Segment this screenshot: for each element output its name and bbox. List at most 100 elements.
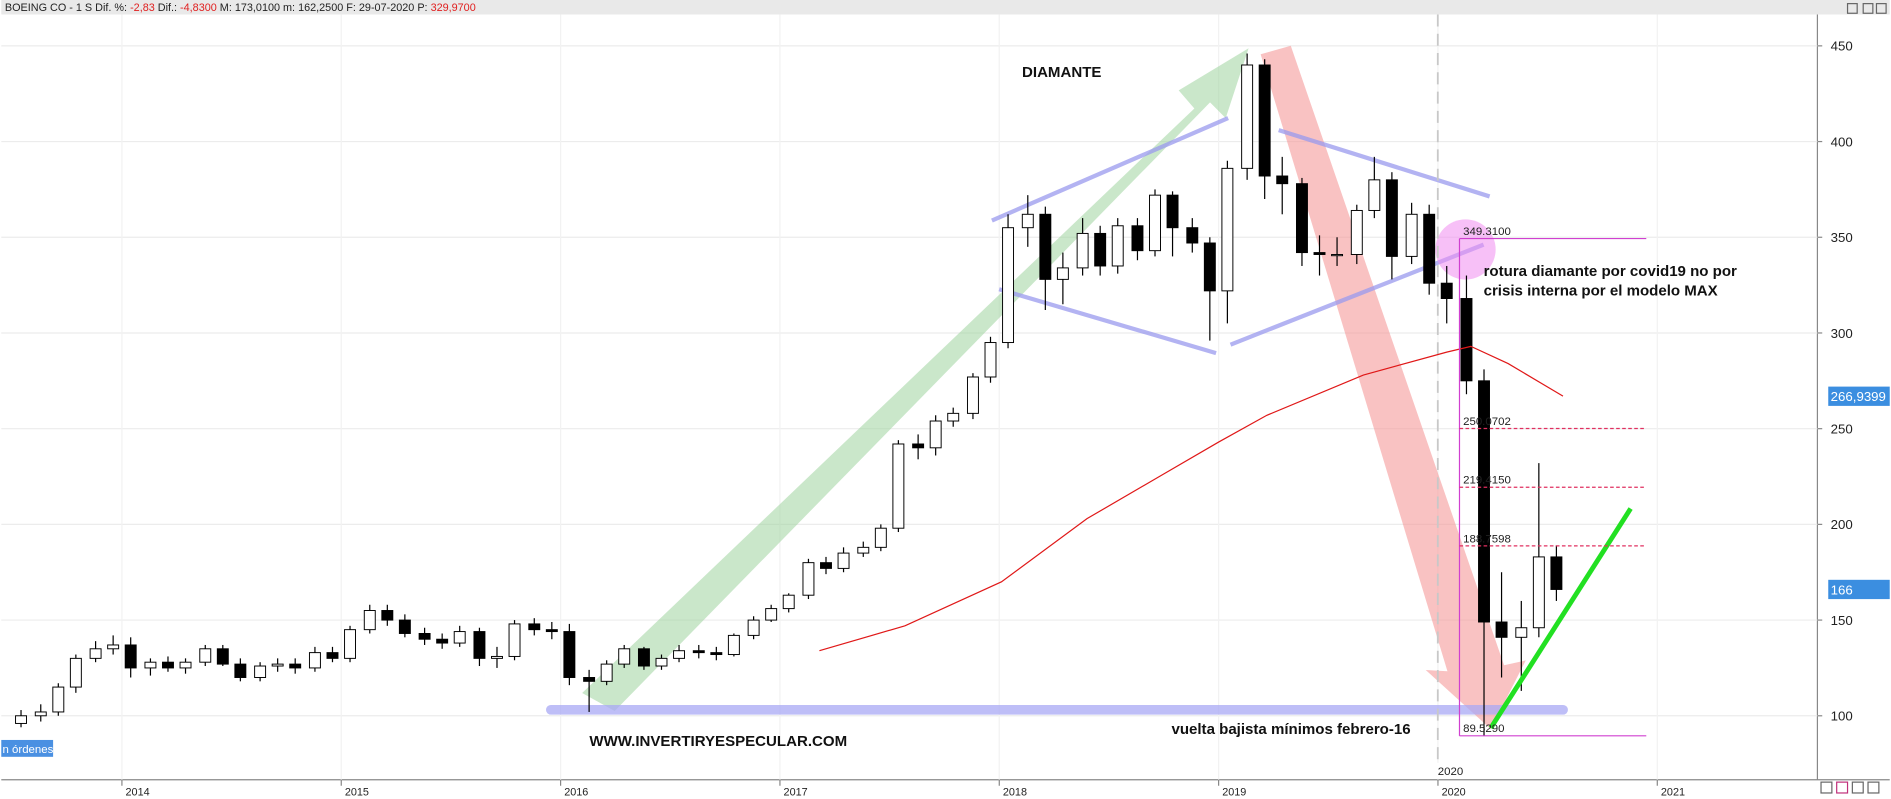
x-tick-label: 2017 bbox=[784, 786, 808, 798]
candle-body bbox=[363, 610, 376, 631]
fib-label: 349.3100 bbox=[1463, 226, 1511, 238]
candle-body bbox=[1331, 254, 1344, 257]
up-arrow bbox=[582, 48, 1249, 712]
candle-body bbox=[1241, 64, 1254, 169]
candle-body bbox=[912, 443, 925, 449]
candle-body bbox=[1021, 213, 1034, 229]
highlight-circle bbox=[1435, 219, 1496, 280]
candle-body bbox=[618, 648, 631, 665]
candle-body bbox=[107, 644, 120, 650]
candle-body bbox=[508, 623, 521, 657]
candle-body bbox=[837, 552, 850, 569]
candle-body bbox=[1111, 225, 1124, 267]
candle-body bbox=[1039, 213, 1052, 280]
candle-body bbox=[34, 711, 47, 717]
candle-body bbox=[710, 652, 723, 656]
y-tick-label: 250 bbox=[1831, 421, 1853, 436]
candle-body bbox=[473, 631, 486, 659]
candle-body bbox=[929, 420, 942, 449]
candle-body bbox=[216, 648, 229, 665]
orders-button[interactable] bbox=[1, 739, 54, 757]
support-band bbox=[546, 705, 1568, 715]
candle-body bbox=[765, 608, 778, 621]
candle-body bbox=[1405, 213, 1418, 257]
candle-body bbox=[600, 663, 613, 682]
symbol: BOEING CO - 1 S bbox=[5, 2, 92, 14]
x-tick-label: 2021 bbox=[1661, 786, 1685, 798]
candle-body bbox=[1221, 167, 1234, 292]
header-value: 29-07-2020 bbox=[359, 2, 414, 14]
candle-body bbox=[1423, 213, 1436, 284]
candle-body bbox=[1368, 179, 1381, 211]
candle-body bbox=[747, 619, 760, 636]
candle-body bbox=[528, 623, 541, 631]
candle-body bbox=[381, 610, 394, 621]
candle-body bbox=[637, 648, 650, 667]
x-tick-label: 2019 bbox=[1222, 786, 1246, 798]
candle-body bbox=[344, 629, 356, 659]
moving-average bbox=[819, 345, 1564, 652]
header-value: -2,83 bbox=[130, 2, 155, 14]
candle-body bbox=[857, 546, 870, 554]
header-value: 329,9700 bbox=[431, 2, 476, 14]
header-key: Dif. %: bbox=[95, 2, 127, 14]
header-key: Dif.: bbox=[158, 2, 177, 14]
y-tick-label: 450 bbox=[1831, 39, 1853, 54]
candle-body bbox=[398, 619, 411, 634]
x-tick-label: 2015 bbox=[345, 786, 369, 798]
candle-body bbox=[308, 652, 321, 669]
fib-label: 219.4150 bbox=[1463, 475, 1511, 487]
annotation: DIAMANTE bbox=[1022, 64, 1101, 81]
candle-body bbox=[782, 594, 795, 610]
candle-body bbox=[1131, 225, 1144, 252]
candle-body bbox=[199, 648, 212, 663]
header-value: 162,2500 bbox=[298, 2, 343, 14]
x-tick-label: 2014 bbox=[126, 786, 150, 798]
y-tick-label: 400 bbox=[1831, 134, 1853, 149]
x-tick-label: 2020 bbox=[1442, 786, 1466, 798]
header: BOEING CO - 1 S Dif. %: -2,83 Dif.: -4,8… bbox=[5, 2, 476, 14]
fib-label: 188.7598 bbox=[1463, 533, 1511, 545]
candle-body bbox=[1385, 179, 1398, 257]
candle-body bbox=[545, 629, 558, 633]
candle-body bbox=[162, 661, 174, 669]
candle-body bbox=[144, 661, 157, 669]
annotation: crisis interna por el modelo MAX bbox=[1484, 282, 1718, 299]
y-tick-label: 100 bbox=[1831, 709, 1853, 724]
y-tick-label: 150 bbox=[1831, 613, 1853, 628]
candle-body bbox=[1478, 380, 1490, 623]
y-tick-label: 200 bbox=[1831, 517, 1853, 532]
fib-label: 250.0702 bbox=[1463, 416, 1511, 428]
candle-body bbox=[892, 443, 905, 529]
candle-body bbox=[326, 652, 339, 659]
candle-body bbox=[1550, 556, 1563, 590]
candle-body bbox=[727, 634, 740, 656]
candle-body bbox=[1203, 242, 1216, 292]
cursor-label-box bbox=[1434, 762, 1468, 779]
candle-body bbox=[1076, 232, 1089, 269]
candle-body bbox=[15, 715, 27, 724]
candle-body bbox=[1056, 267, 1069, 280]
annotation: vuelta bajista mínimos febrero-16 bbox=[1171, 721, 1410, 738]
y-tick-label: 300 bbox=[1831, 326, 1853, 341]
price-marker-label: 266,9399 bbox=[1831, 389, 1886, 404]
candle-body bbox=[966, 376, 979, 414]
price-marker bbox=[1828, 386, 1890, 406]
candle-body bbox=[179, 661, 192, 669]
candle-body bbox=[1350, 209, 1363, 255]
x-tick-label: 2018 bbox=[1003, 786, 1027, 798]
orders-button-label[interactable]: n órdenes bbox=[2, 744, 53, 756]
header-bar bbox=[1, 0, 1890, 15]
candle-body bbox=[254, 665, 267, 678]
candle-body bbox=[692, 650, 705, 654]
candle-body bbox=[89, 648, 102, 659]
candle-body bbox=[1515, 627, 1528, 638]
candle-body bbox=[271, 663, 284, 667]
y-tick-label: 350 bbox=[1831, 230, 1853, 245]
corner-icons bbox=[1846, 3, 1887, 14]
annotation: rotura diamante por covid19 no por bbox=[1484, 263, 1737, 280]
candle-body bbox=[1440, 282, 1453, 299]
candle-body bbox=[1276, 175, 1289, 185]
candle-body bbox=[673, 650, 686, 659]
